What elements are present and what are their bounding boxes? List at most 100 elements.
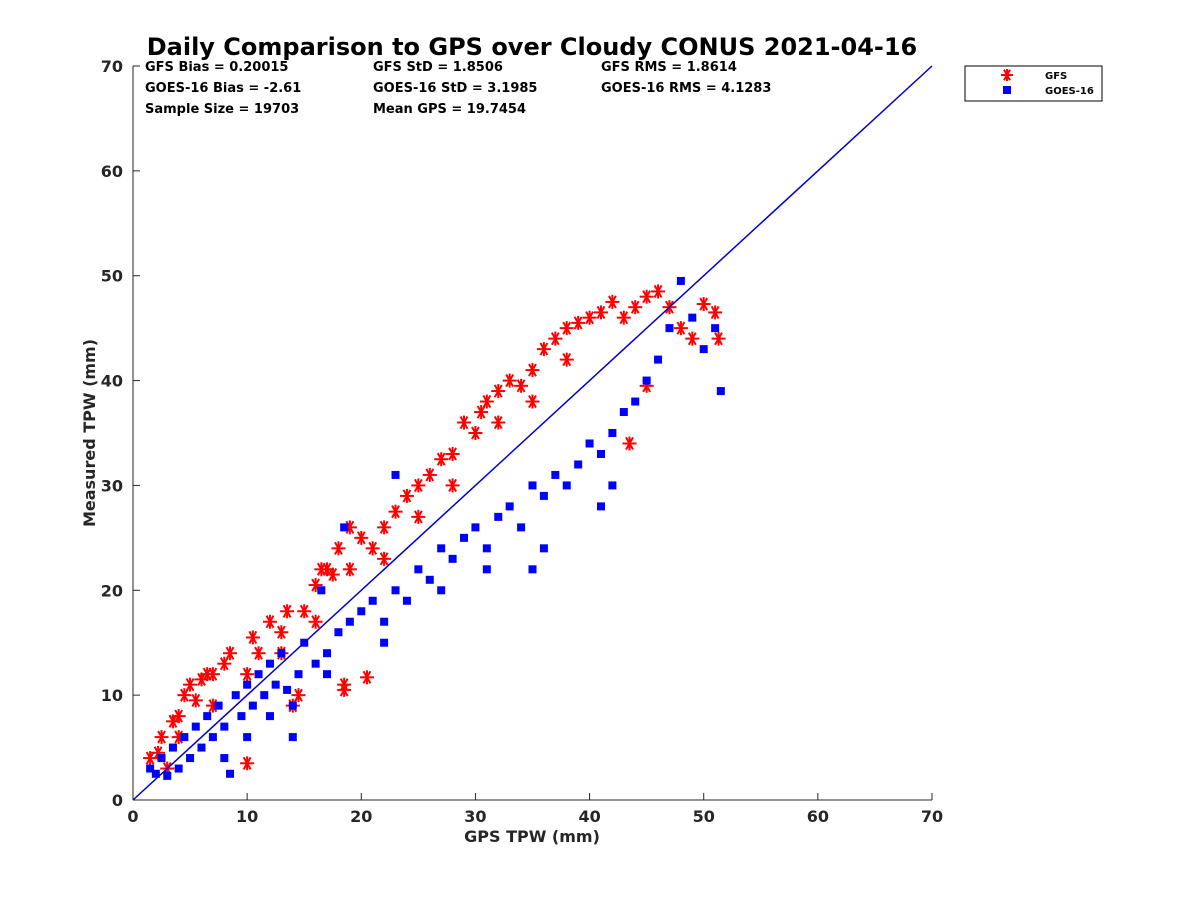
gfs-point (559, 352, 574, 367)
y-tick-label: 10 (101, 686, 123, 705)
gfs-point (291, 688, 306, 703)
goes16-point (585, 439, 594, 448)
gfs-point (673, 321, 688, 336)
goes16-point (254, 670, 263, 679)
goes16-point (437, 544, 446, 553)
goes16-point (448, 554, 457, 563)
legend: GFS GOES-16 (964, 65, 1103, 102)
goes16-point (248, 701, 257, 710)
goes16-point (323, 649, 332, 658)
gfs-point (411, 509, 426, 524)
chart-title: Daily Comparison to GPS over Cloudy CONU… (147, 33, 918, 61)
y-tick-label: 70 (101, 57, 123, 76)
goes16-point (174, 764, 183, 773)
gfs-point (171, 730, 186, 745)
gfs-point (711, 331, 726, 346)
goes16-point (345, 617, 354, 626)
goes16-point (619, 408, 628, 417)
goes16-point (283, 685, 292, 694)
stats-text: Mean GPS = 19.7454 (373, 102, 526, 117)
goes16-point (271, 680, 280, 689)
gfs-point (377, 551, 392, 566)
goes16-point (186, 754, 195, 763)
y-tick-label: 50 (101, 267, 123, 286)
gfs-point (274, 625, 289, 640)
gfs-point (337, 682, 352, 697)
legend-goes16-label: GOES-16 (1045, 86, 1094, 97)
x-tick-label: 20 (350, 807, 372, 826)
x-axis-label: GPS TPW (mm) (464, 827, 600, 846)
x-tick-label: 60 (807, 807, 829, 826)
y-tick-label: 40 (101, 372, 123, 391)
goes16-point (265, 712, 274, 721)
stats-text: GFS Bias = 0.20015 (145, 60, 288, 75)
goes16-point (277, 649, 286, 658)
gfs-point (217, 656, 232, 671)
goes16-point (574, 460, 583, 469)
gfs-point (251, 646, 266, 661)
goes16-point (402, 596, 411, 605)
gfs-point (297, 604, 312, 619)
gfs-point (491, 384, 506, 399)
legend-box (964, 65, 1103, 102)
gfs-point (571, 315, 586, 330)
gfs-point (696, 297, 711, 312)
gfs-point (502, 373, 517, 388)
goes16-point (311, 659, 320, 668)
gfs-point (388, 504, 403, 519)
gfs-point (165, 714, 180, 729)
goes16-point (699, 345, 708, 354)
data-points-layer (143, 276, 726, 780)
y-tick-label: 0 (112, 791, 123, 810)
goes16-point (460, 533, 469, 542)
statistics-block: GFS Bias = 0.20015 GFS StD = 1.8506 GFS RM… (145, 60, 771, 117)
goes16-point (208, 733, 217, 742)
stats-text: Sample Size = 19703 (145, 102, 299, 117)
y-tick-label: 20 (101, 581, 123, 600)
goes16-point (368, 596, 377, 605)
goes16-point (237, 712, 246, 721)
y-ticks: 0 10 20 30 40 50 60 70 (101, 57, 140, 810)
goes16-point (226, 769, 235, 778)
gfs-point (183, 677, 198, 692)
goes16-point (340, 523, 349, 532)
goes16-point (380, 617, 389, 626)
legend-gfs-label: GFS (1045, 71, 1067, 82)
goes16-point (391, 586, 400, 595)
goes16-point (654, 355, 663, 364)
gfs-point (325, 567, 340, 582)
gfs-point (240, 667, 255, 682)
gfs-point (377, 520, 392, 535)
gfs-point (491, 415, 506, 430)
gfs-point (708, 305, 723, 320)
goes16-point (391, 470, 400, 479)
gfs-point (548, 331, 563, 346)
goes16-point (517, 523, 526, 532)
goes16-point (157, 754, 166, 763)
gfs-point (605, 294, 620, 309)
goes16-point (191, 722, 200, 731)
gfs-point (434, 452, 449, 467)
goes16-point (425, 575, 434, 584)
gfs-point (188, 693, 203, 708)
x-tick-label: 10 (236, 807, 258, 826)
goes16-point (608, 429, 617, 437)
gfs-point (280, 604, 295, 619)
gfs-point (320, 562, 335, 577)
goes16-point (168, 743, 177, 752)
goes16-point (562, 481, 571, 490)
goes16-point (539, 544, 548, 553)
gfs-point (445, 478, 460, 493)
goes16-point (146, 764, 155, 773)
stats-text: GOES-16 Bias = -2.61 (145, 81, 301, 96)
goes16-point (151, 769, 160, 778)
legend-gfs-asterisk (1001, 69, 1013, 81)
goes16-point (220, 722, 229, 731)
goes16-point (357, 607, 366, 616)
goes16-point (482, 544, 491, 553)
goes16-point (231, 691, 240, 700)
goes16-point (323, 670, 332, 679)
goes16-point (414, 565, 423, 574)
